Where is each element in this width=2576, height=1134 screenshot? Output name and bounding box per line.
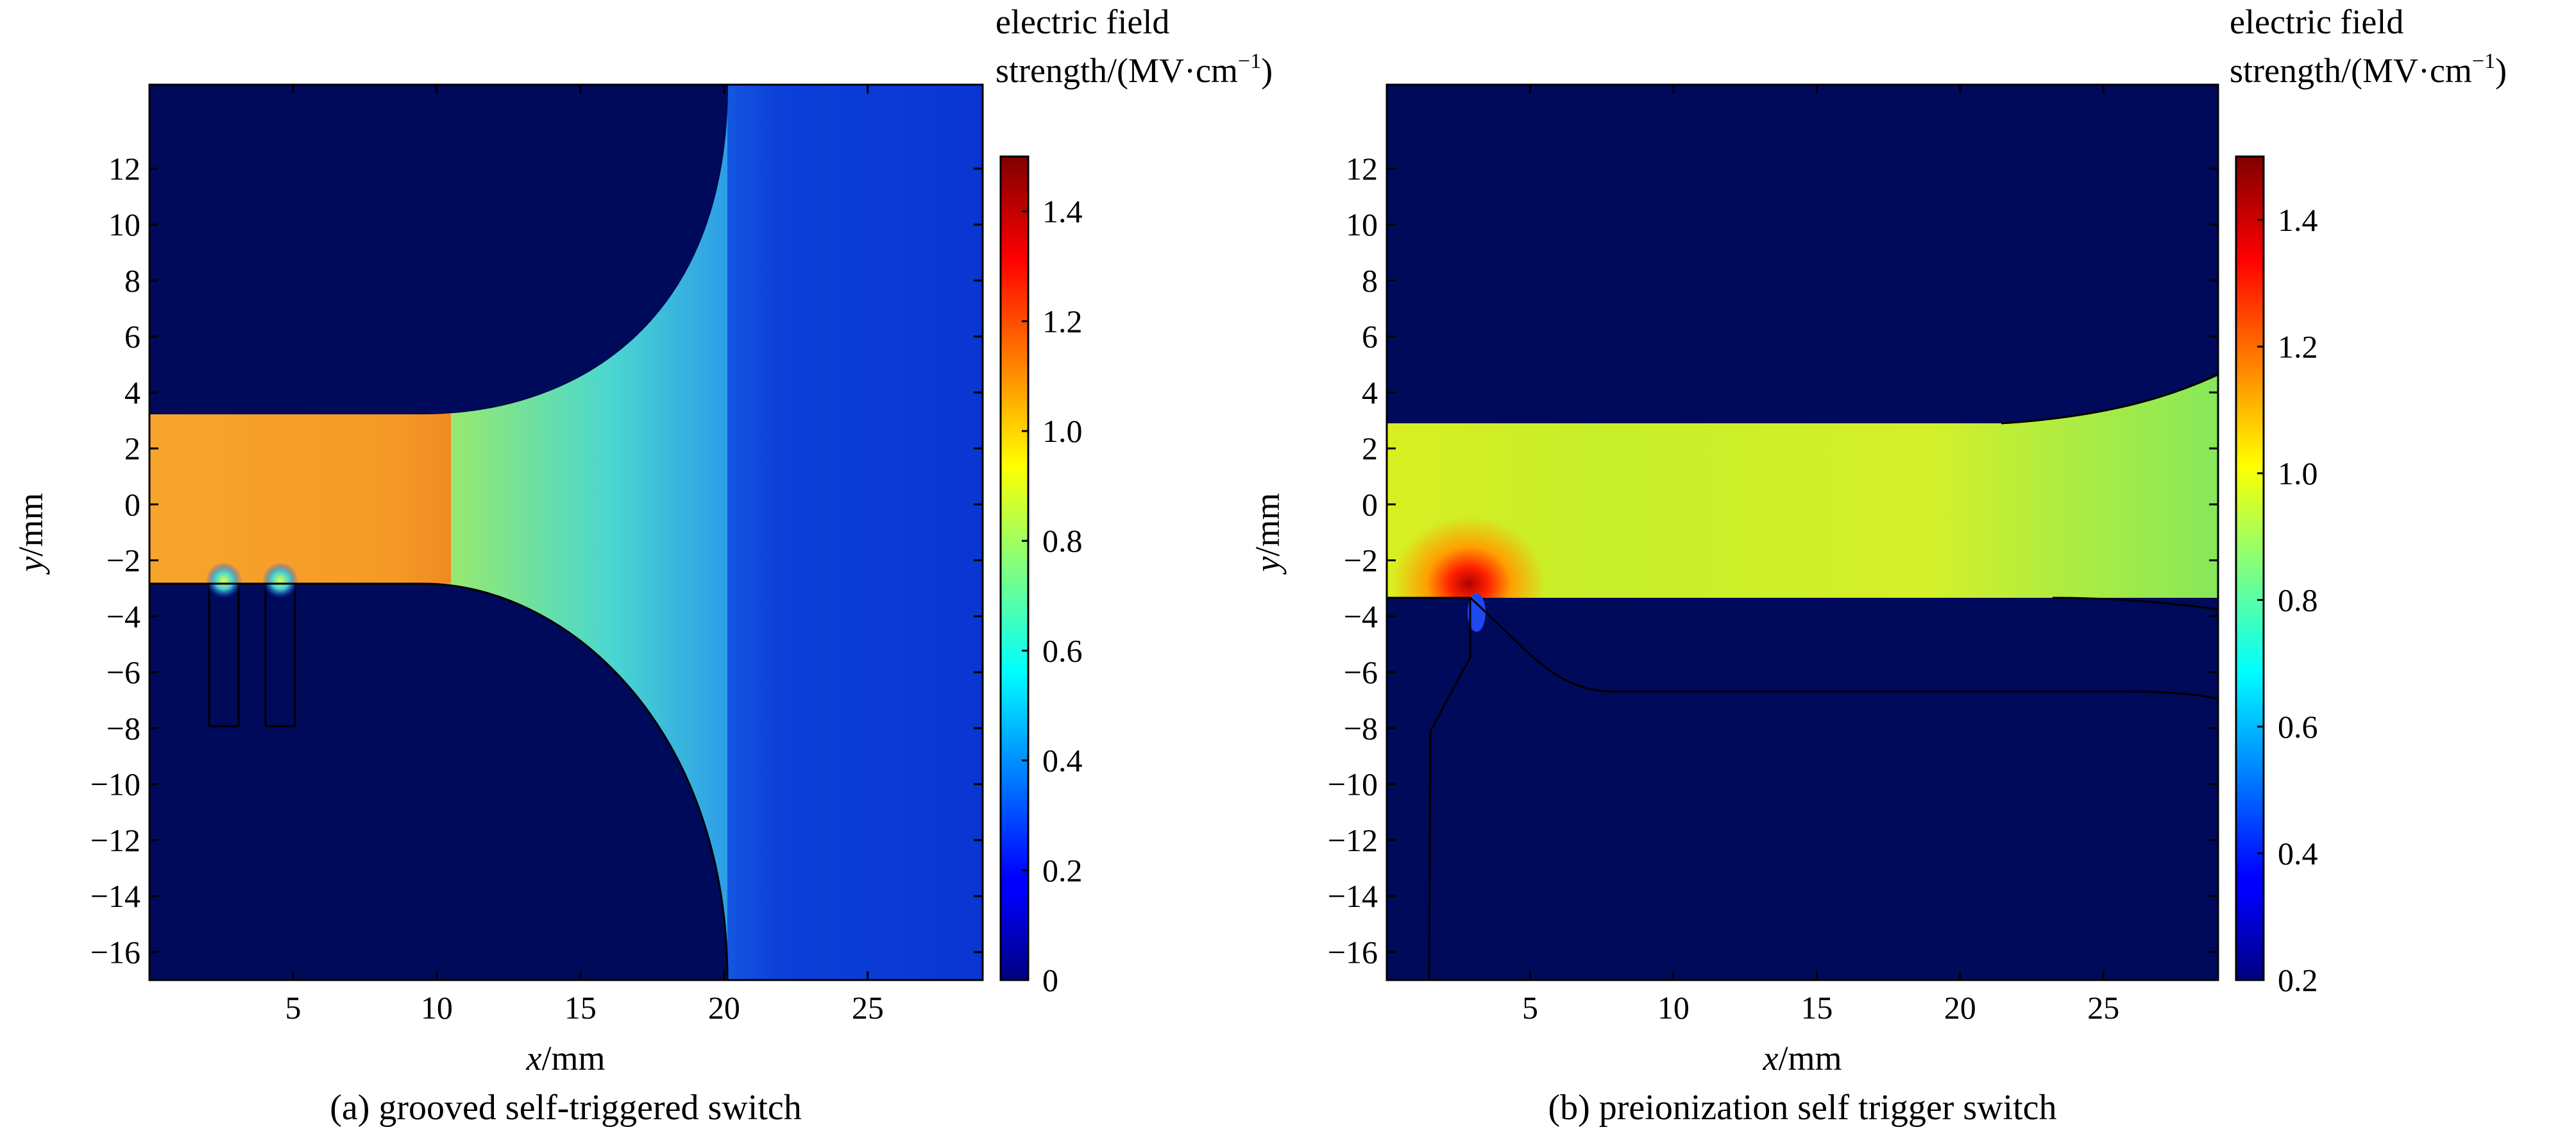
y-tick-label: 0 (1362, 486, 1378, 522)
y-tick-label: 2 (124, 430, 140, 466)
colorbar-a-title-line2: strength/(MV·cm−1) (996, 49, 1273, 90)
groove-1-field-glow (206, 563, 242, 598)
colorbar-tick-label: 0.8 (1042, 523, 1083, 559)
groove-2 (264, 582, 296, 727)
y-tick-label: 0 (124, 486, 140, 522)
plot-frame-b (1385, 83, 2219, 981)
colorbar-tick-label: 0.4 (2278, 835, 2318, 871)
colorbar-b-tick-labels: 0.2 0.4 0.6 0.8 1.0 1.2 1.4 (2257, 202, 2318, 998)
y-tick-label: −10 (90, 766, 140, 802)
x-tick-label: 20 (1944, 990, 1976, 1026)
colorbar-a (999, 155, 1030, 981)
heatmap-a (149, 85, 983, 980)
y-tick-label: 8 (124, 262, 140, 298)
x-tick-label: 5 (285, 990, 301, 1026)
y-tick-label: −12 (1328, 822, 1378, 858)
y-tick-label: 6 (124, 319, 140, 355)
colorbar-tick-label: 1.4 (1042, 194, 1083, 230)
y-tick-label: 10 (108, 207, 140, 242)
x-tick-labels-a: 5 10 15 20 25 (285, 85, 884, 1026)
y-tick-labels-b: 12 10 8 6 4 2 0 −2 −4 −6 −8 −10 −12 −14 −16 (1328, 151, 2218, 970)
y-axis-label-a: y/mm (12, 493, 50, 575)
colorbar-a-tick-labels: 0 0.2 0.4 0.6 0.8 1.0 1.2 1.4 (1022, 194, 1083, 998)
y-tick-label: −14 (1328, 878, 1378, 914)
colorbar-tick-label: 1.2 (2278, 328, 2318, 364)
y-tick-label: −16 (90, 934, 140, 970)
y-tick-label: 4 (124, 375, 140, 410)
y-tick-label: 2 (1362, 430, 1378, 466)
y-tick-label: −6 (1344, 654, 1378, 690)
trigger-tip-blue-glow (1468, 593, 1486, 632)
colorbar-tick-label: 1.0 (2278, 455, 2318, 491)
x-tick-label: 5 (1522, 990, 1538, 1026)
panel-a-caption: (a) grooved self-triggered switch (330, 1088, 802, 1128)
y-tick-label: 12 (108, 151, 140, 187)
y-tick-label: −10 (1328, 766, 1378, 802)
y-tick-label: −8 (106, 710, 140, 746)
heatmap-b (1387, 85, 2218, 980)
plot-frame-a (148, 83, 984, 981)
colorbar-tick-label: 0 (1042, 962, 1058, 998)
heatmap-b-lower-electrode-boundary (1470, 597, 2218, 700)
y-tick-label: −16 (1328, 934, 1378, 970)
colorbar-tick-label: 1.0 (1042, 413, 1083, 449)
heatmap-b-lower-fill (1387, 598, 2218, 980)
x-tick-label: 25 (852, 990, 884, 1026)
y-tick-label: 12 (1346, 151, 1378, 187)
colorbar-b-title-line1: electric field (2230, 3, 2403, 41)
x-tick-label: 15 (1801, 990, 1833, 1026)
x-tick-label: 15 (564, 990, 597, 1026)
colorbar-tick-label: 0.2 (1042, 852, 1083, 888)
heatmap-b-channel (1387, 375, 2218, 609)
y-tick-label: 10 (1346, 207, 1378, 242)
colorbar-b-title-line2: strength/(MV·cm−1) (2230, 49, 2507, 90)
y-axis-label-b: y/mm (1248, 493, 1287, 575)
y-tick-label: −14 (90, 878, 140, 914)
x-tick-label: 10 (421, 990, 453, 1026)
panel-b-caption: (b) preionization self trigger switch (1548, 1088, 2056, 1128)
y-tick-label: 8 (1362, 262, 1378, 298)
y-tick-label: −2 (106, 543, 140, 579)
x-tick-label: 25 (2087, 990, 2119, 1026)
heatmap-b-trigger-boundary (1387, 597, 1471, 980)
y-tick-label: −8 (1344, 710, 1378, 746)
colorbar-b (2235, 155, 2265, 981)
x-tick-labels-b: 5 10 15 20 25 (1522, 85, 2119, 1026)
x-axis-label-a: x/mm (526, 1039, 606, 1078)
groove-2-field-glow (262, 563, 298, 598)
colorbar-tick-label: 0.4 (1042, 743, 1083, 779)
heatmap-b-flare-top (2001, 373, 2218, 425)
heatmap-b-flare-bottom (2052, 597, 2218, 611)
colorbar-tick-label: 1.4 (2278, 202, 2318, 238)
colorbar-a-title-line1: electric field (996, 3, 1169, 41)
colorbar-tick-label: 0.6 (2278, 709, 2318, 745)
heatmap-a-boundary (149, 582, 729, 980)
colorbar-tick-label: 0.2 (2278, 962, 2318, 998)
heatmap-a-right-region (727, 85, 983, 980)
y-tick-labels-a: 12 10 8 6 4 2 0 −2 −4 −6 −8 −10 −12 −14 −16 (90, 151, 983, 970)
y-tick-label: 6 (1362, 319, 1378, 355)
y-tick-label: −4 (106, 598, 140, 634)
colorbar-tick-label: 0.6 (1042, 632, 1083, 668)
y-tick-label: −2 (1344, 543, 1378, 579)
heatmap-a-boundary-top (149, 85, 728, 414)
y-tick-label: −12 (90, 822, 140, 858)
x-tick-label: 10 (1657, 990, 1690, 1026)
x-tick-label: 20 (708, 990, 740, 1026)
x-axis-label-b: x/mm (1763, 1039, 1842, 1078)
heatmap-a-channel (149, 414, 451, 584)
y-tick-label: −4 (1344, 598, 1378, 634)
colorbar-tick-label: 1.2 (1042, 303, 1083, 339)
colorbar-tick-label: 0.8 (2278, 582, 2318, 618)
groove-1 (208, 582, 240, 727)
y-tick-label: 4 (1362, 375, 1378, 410)
y-tick-label: −6 (106, 654, 140, 690)
